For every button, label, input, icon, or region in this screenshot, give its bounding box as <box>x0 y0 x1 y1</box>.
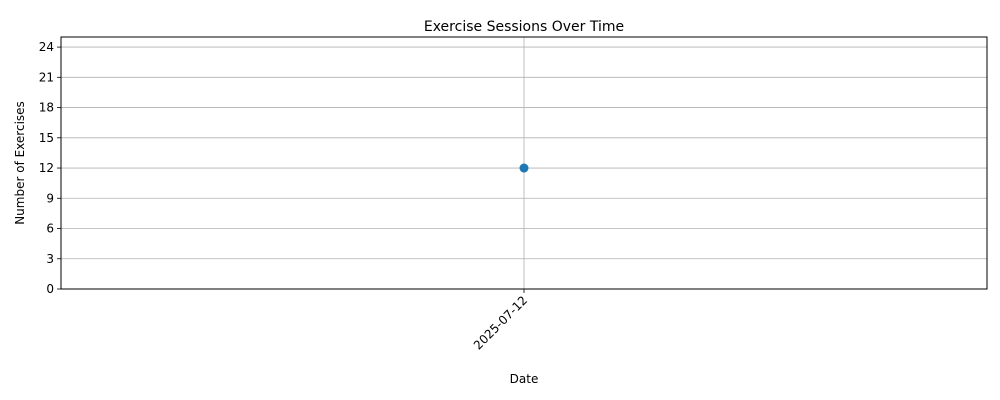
y-tick-label: 21 <box>39 70 54 84</box>
y-tick-label: 0 <box>46 282 54 296</box>
y-tick-label: 18 <box>39 101 54 115</box>
y-tick-label: 3 <box>46 252 54 266</box>
data-point <box>519 163 529 173</box>
y-tick-label: 24 <box>39 40 54 54</box>
y-axis-label: Number of Exercises <box>13 101 27 225</box>
chart-title: Exercise Sessions Over Time <box>424 19 624 35</box>
y-tick-label: 6 <box>46 222 54 236</box>
series-group <box>519 163 529 173</box>
y-tick-label: 15 <box>39 131 54 145</box>
y-tick-label: 12 <box>39 161 54 175</box>
y-axis-ticks: 0 3 6 9 12 15 18 21 24 <box>39 40 61 296</box>
gridlines <box>61 37 987 290</box>
y-tick-label: 9 <box>46 191 54 205</box>
plot-frame <box>60 36 988 290</box>
x-axis-ticks: 2025-07-12 <box>471 289 530 352</box>
x-tick-label: 2025-07-12 <box>471 293 530 352</box>
x-axis-label: Date <box>510 372 539 386</box>
